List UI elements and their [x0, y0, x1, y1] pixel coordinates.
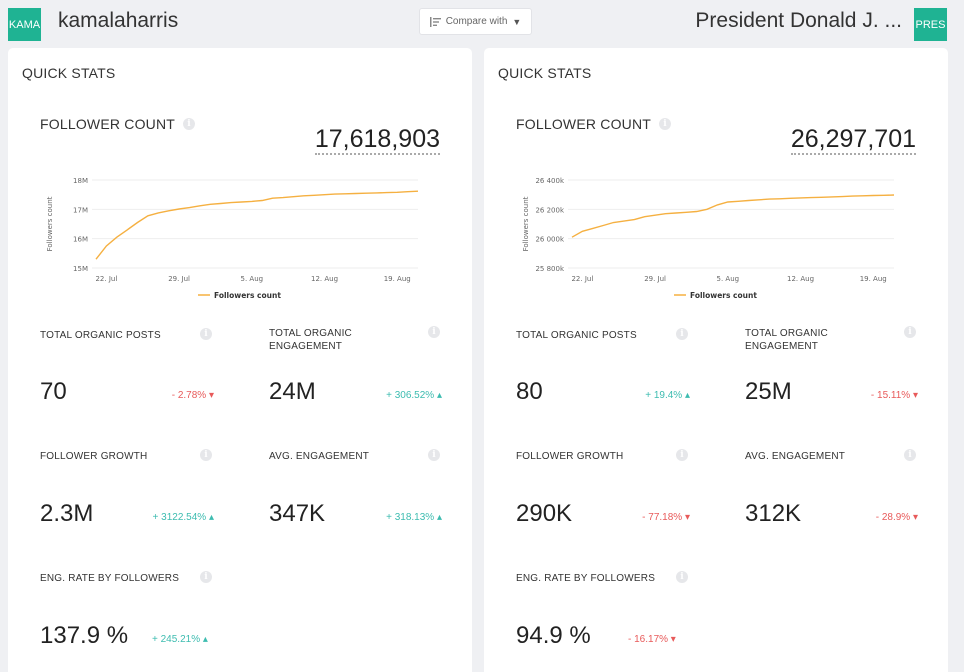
- info-icon[interactable]: i: [200, 328, 212, 340]
- total-organic-engagement-change: - 15.11% ▾: [870, 390, 918, 401]
- x-tick-label: 29. Jul: [168, 275, 190, 283]
- avatar-right[interactable]: PRES: [914, 8, 947, 41]
- eng-rate-label: ENG. RATE BY FOLLOWERS: [40, 573, 180, 584]
- avg-engagement-change: + 318.13% ▴: [386, 512, 442, 523]
- avg-engagement-label: AVG. ENGAGEMENT: [269, 451, 370, 462]
- x-tick-label: 19. Aug: [384, 275, 411, 283]
- follower-growth-value: 2.3M: [40, 500, 94, 527]
- avg-engagement-label: AVG. ENGAGEMENT: [745, 451, 846, 462]
- total-organic-engagement-value: 25M: [745, 378, 792, 405]
- eng-rate-value: 94.9 %: [516, 622, 591, 649]
- total-organic-posts-label: TOTAL ORGANIC POSTS: [40, 330, 161, 341]
- top-bar: KAMA kamalaharris Compare with ▼ Preside…: [0, 0, 964, 44]
- avg-engagement-change: - 28.9% ▾: [875, 512, 918, 523]
- follower-count-label-text: FOLLOWER COUNT: [516, 116, 652, 132]
- total-organic-posts-value: 70: [40, 378, 67, 405]
- x-tick-label: 5. Aug: [717, 275, 740, 283]
- sort-icon: [429, 16, 441, 27]
- legend-label: Followers count: [690, 291, 757, 300]
- follower-count-label-text: FOLLOWER COUNT: [40, 116, 176, 132]
- total-organic-posts-value: 80: [516, 378, 543, 405]
- account-name-left[interactable]: kamalaharris: [58, 9, 179, 32]
- total-organic-engagement-label-line1: TOTAL ORGANIC: [269, 328, 352, 339]
- y-tick-label: 15M: [73, 265, 88, 273]
- panel-title: QUICK STATS: [498, 65, 592, 81]
- follower-chart: 18M 17M 16M 15M Followers count 22. Jul 29. Ju…: [46, 177, 418, 300]
- info-icon[interactable]: i: [183, 118, 196, 130]
- y-tick-label: 26 000k: [535, 236, 564, 244]
- total-organic-posts-change: - 2.78% ▾: [171, 390, 214, 401]
- info-icon[interactable]: i: [200, 571, 212, 583]
- eng-rate-label: ENG. RATE BY FOLLOWERS: [516, 573, 656, 584]
- total-organic-engagement-label-line2: ENGAGEMENT: [269, 341, 343, 352]
- quick-stats-panel-left: QUICK STATS FOLLOWER COUNT i 17,618,903 …: [8, 48, 472, 672]
- info-icon[interactable]: i: [676, 449, 688, 461]
- info-icon[interactable]: i: [676, 328, 688, 340]
- x-tick-label: 12. Aug: [311, 275, 338, 283]
- follower-count-value: 17,618,903: [314, 125, 440, 155]
- eng-rate-change: + 245.21% ▴: [152, 634, 208, 645]
- y-axis-label: Followers count: [522, 196, 530, 251]
- x-tick-label: 29. Jul: [644, 275, 666, 283]
- follower-growth-label: FOLLOWER GROWTH: [516, 451, 624, 462]
- x-tick-label: 19. Aug: [860, 275, 887, 283]
- account-name-right[interactable]: President Donald J. ...: [695, 9, 902, 32]
- y-tick-label: 17M: [73, 206, 88, 214]
- info-icon[interactable]: i: [904, 326, 916, 338]
- legend-label: Followers count: [214, 291, 281, 300]
- total-organic-engagement-label-line2: ENGAGEMENT: [745, 341, 819, 352]
- follower-growth-change: + 3122.54% ▴: [152, 512, 214, 523]
- total-organic-engagement-label: TOTAL ORGANIC ENGAGEMENT: [269, 327, 352, 353]
- total-organic-engagement-change: + 306.52% ▴: [386, 390, 442, 401]
- avg-engagement-value: 312K: [745, 500, 802, 527]
- follower-count-value: 26,297,701: [790, 125, 916, 155]
- eng-rate-value: 137.9 %: [40, 622, 129, 649]
- y-tick-label: 26 400k: [535, 177, 564, 185]
- info-icon[interactable]: i: [428, 326, 440, 338]
- followers-series-line: [95, 190, 418, 260]
- info-icon[interactable]: i: [659, 118, 672, 130]
- info-icon[interactable]: i: [904, 449, 916, 461]
- avatar-left[interactable]: KAMA: [8, 8, 41, 41]
- compare-with-label: Compare with: [445, 16, 508, 27]
- y-tick-label: 16M: [73, 236, 88, 244]
- info-icon[interactable]: i: [428, 449, 440, 461]
- y-tick-label: 18M: [73, 177, 88, 185]
- total-organic-posts-change: + 19.4% ▴: [645, 390, 690, 401]
- followers-series-line: [571, 194, 894, 238]
- follower-chart: 26 400k 26 200k 26 000k 25 800k Followers co…: [522, 177, 894, 300]
- info-icon[interactable]: i: [200, 449, 212, 461]
- follower-count-label: FOLLOWER COUNT i: [40, 116, 196, 132]
- follower-growth-label: FOLLOWER GROWTH: [40, 451, 148, 462]
- y-axis-label: Followers count: [46, 196, 54, 251]
- x-tick-label: 5. Aug: [241, 275, 264, 283]
- quick-stats-panel-right: QUICK STATS FOLLOWER COUNT i 26,297,701 …: [484, 48, 948, 672]
- y-tick-label: 26 200k: [535, 206, 564, 214]
- total-organic-engagement-value: 24M: [269, 378, 316, 405]
- total-organic-posts-label: TOTAL ORGANIC POSTS: [516, 330, 637, 341]
- follower-count-label: FOLLOWER COUNT i: [516, 116, 672, 132]
- compare-with-button[interactable]: Compare with ▼: [419, 8, 532, 35]
- avg-engagement-value: 347K: [269, 500, 326, 527]
- total-organic-engagement-label: TOTAL ORGANIC ENGAGEMENT: [745, 327, 828, 353]
- x-tick-label: 22. Jul: [95, 275, 117, 283]
- panel-title: QUICK STATS: [22, 65, 116, 81]
- follower-growth-change: - 77.18% ▾: [642, 512, 690, 523]
- total-organic-engagement-label-line1: TOTAL ORGANIC: [745, 328, 828, 339]
- follower-growth-value: 290K: [516, 500, 573, 527]
- caret-down-icon: ▼: [512, 16, 522, 27]
- info-icon[interactable]: i: [676, 571, 688, 583]
- y-tick-label: 25 800k: [535, 265, 564, 273]
- x-tick-label: 12. Aug: [787, 275, 814, 283]
- eng-rate-change: - 16.17% ▾: [628, 634, 676, 645]
- x-tick-label: 22. Jul: [571, 275, 593, 283]
